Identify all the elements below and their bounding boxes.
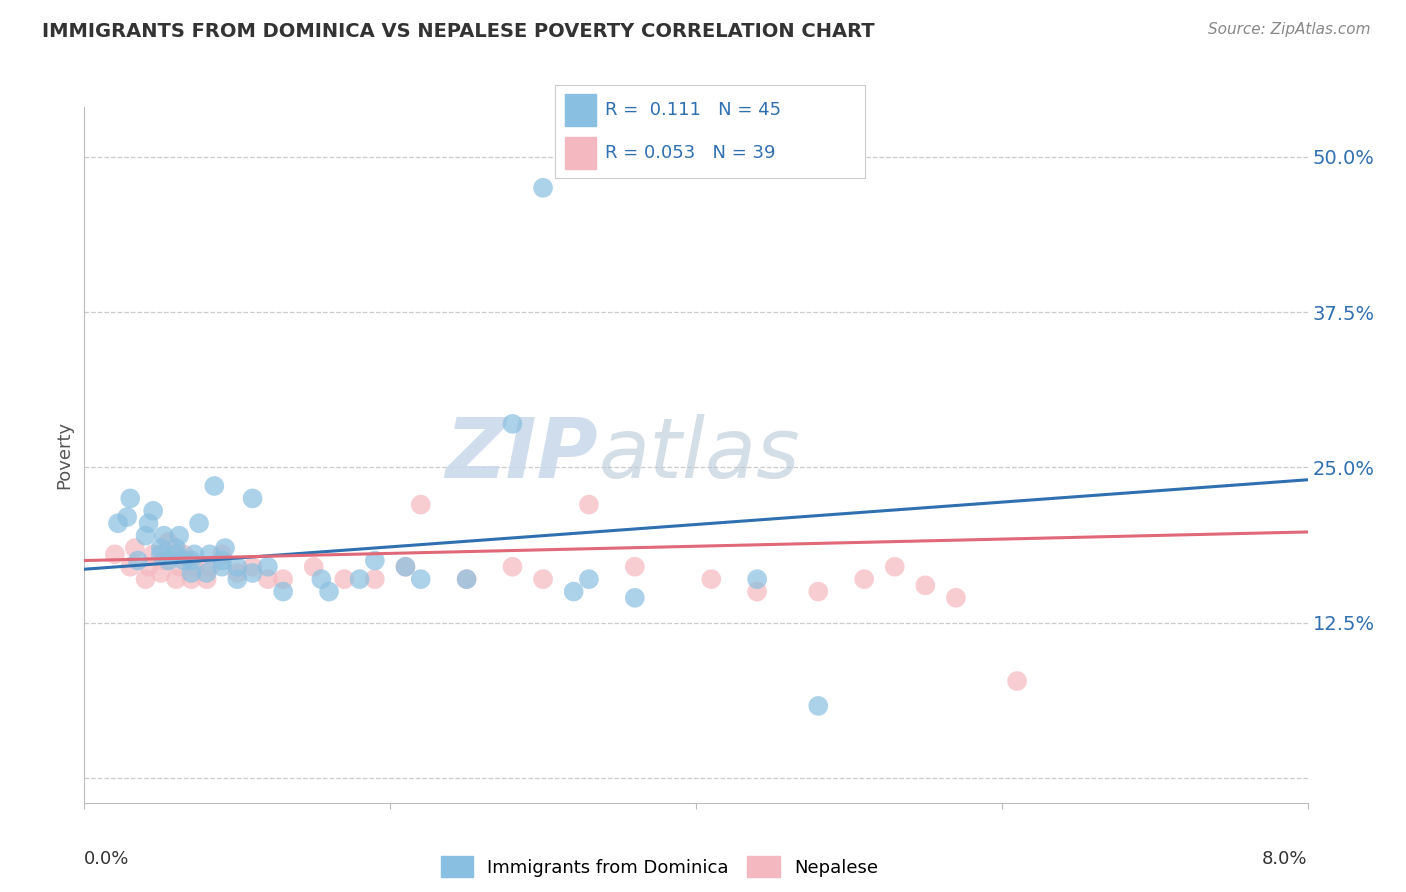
Point <box>745 572 768 586</box>
Point <box>394 559 416 574</box>
Point <box>211 547 233 561</box>
Point <box>624 591 647 605</box>
Point <box>409 498 432 512</box>
Point <box>183 547 205 561</box>
Point <box>501 559 523 574</box>
Point <box>257 559 280 574</box>
Point <box>180 553 202 567</box>
Point <box>149 547 172 561</box>
Point <box>195 572 218 586</box>
Point <box>242 491 264 506</box>
Point <box>202 479 225 493</box>
Point <box>394 559 416 574</box>
Point <box>914 578 936 592</box>
Point <box>165 541 187 555</box>
Point <box>501 417 523 431</box>
Point <box>531 181 554 195</box>
Point <box>138 516 160 531</box>
Point <box>257 572 280 586</box>
Point <box>578 498 600 512</box>
Point <box>198 547 221 561</box>
Y-axis label: Poverty: Poverty <box>55 421 73 489</box>
Point <box>188 516 211 531</box>
Point <box>364 553 387 567</box>
Text: Source: ZipAtlas.com: Source: ZipAtlas.com <box>1208 22 1371 37</box>
Point <box>157 534 180 549</box>
Point <box>180 566 202 580</box>
Point <box>456 572 478 586</box>
Point <box>165 572 187 586</box>
Legend: Immigrants from Dominica, Nepalese: Immigrants from Dominica, Nepalese <box>433 849 886 884</box>
Point <box>211 553 233 567</box>
Point <box>107 516 129 531</box>
Point <box>135 529 157 543</box>
Point <box>311 572 333 586</box>
Point <box>333 572 356 586</box>
Point <box>214 541 236 555</box>
Point <box>624 559 647 574</box>
Bar <box>565 95 596 126</box>
Point <box>153 553 176 567</box>
Point <box>745 584 768 599</box>
Point <box>165 547 187 561</box>
Point <box>226 566 249 580</box>
Point <box>1005 674 1028 689</box>
Point <box>318 584 340 599</box>
Point <box>127 553 149 567</box>
Point <box>198 559 221 574</box>
Point <box>138 559 160 574</box>
Point <box>271 572 294 586</box>
Point <box>531 572 554 586</box>
Point <box>807 584 830 599</box>
Text: 8.0%: 8.0% <box>1263 850 1308 868</box>
Text: IMMIGRANTS FROM DOMINICA VS NEPALESE POVERTY CORRELATION CHART: IMMIGRANTS FROM DOMINICA VS NEPALESE POV… <box>42 22 875 41</box>
Point <box>242 559 264 574</box>
Bar <box>565 137 596 169</box>
Point <box>226 572 249 586</box>
Point <box>149 541 172 555</box>
Point <box>142 547 165 561</box>
Text: ZIP: ZIP <box>446 415 598 495</box>
Point <box>195 566 218 580</box>
Point <box>153 529 176 543</box>
Point <box>883 559 905 574</box>
Text: R = 0.053   N = 39: R = 0.053 N = 39 <box>605 145 775 162</box>
Text: atlas: atlas <box>598 415 800 495</box>
Point <box>409 572 432 586</box>
Point <box>578 572 600 586</box>
Point <box>456 572 478 586</box>
Point <box>180 572 202 586</box>
Point <box>364 572 387 586</box>
Point <box>120 491 142 506</box>
Text: 0.0%: 0.0% <box>84 850 129 868</box>
Point <box>167 559 190 574</box>
Point <box>135 572 157 586</box>
Point <box>167 529 190 543</box>
Point <box>120 559 142 574</box>
Point <box>853 572 876 586</box>
Point <box>183 559 205 574</box>
Point <box>173 547 195 561</box>
Point <box>807 698 830 713</box>
Point <box>115 510 138 524</box>
Point <box>149 566 172 580</box>
Point <box>945 591 967 605</box>
Point <box>349 572 371 586</box>
Point <box>157 553 180 567</box>
Point <box>302 559 325 574</box>
Point <box>124 541 146 555</box>
Point <box>173 553 195 567</box>
Point <box>562 584 585 599</box>
Point <box>271 584 294 599</box>
Point <box>700 572 723 586</box>
Text: R =  0.111   N = 45: R = 0.111 N = 45 <box>605 101 780 119</box>
Point <box>211 559 233 574</box>
Point <box>142 504 165 518</box>
Point <box>104 547 127 561</box>
Point <box>242 566 264 580</box>
Point <box>226 559 249 574</box>
